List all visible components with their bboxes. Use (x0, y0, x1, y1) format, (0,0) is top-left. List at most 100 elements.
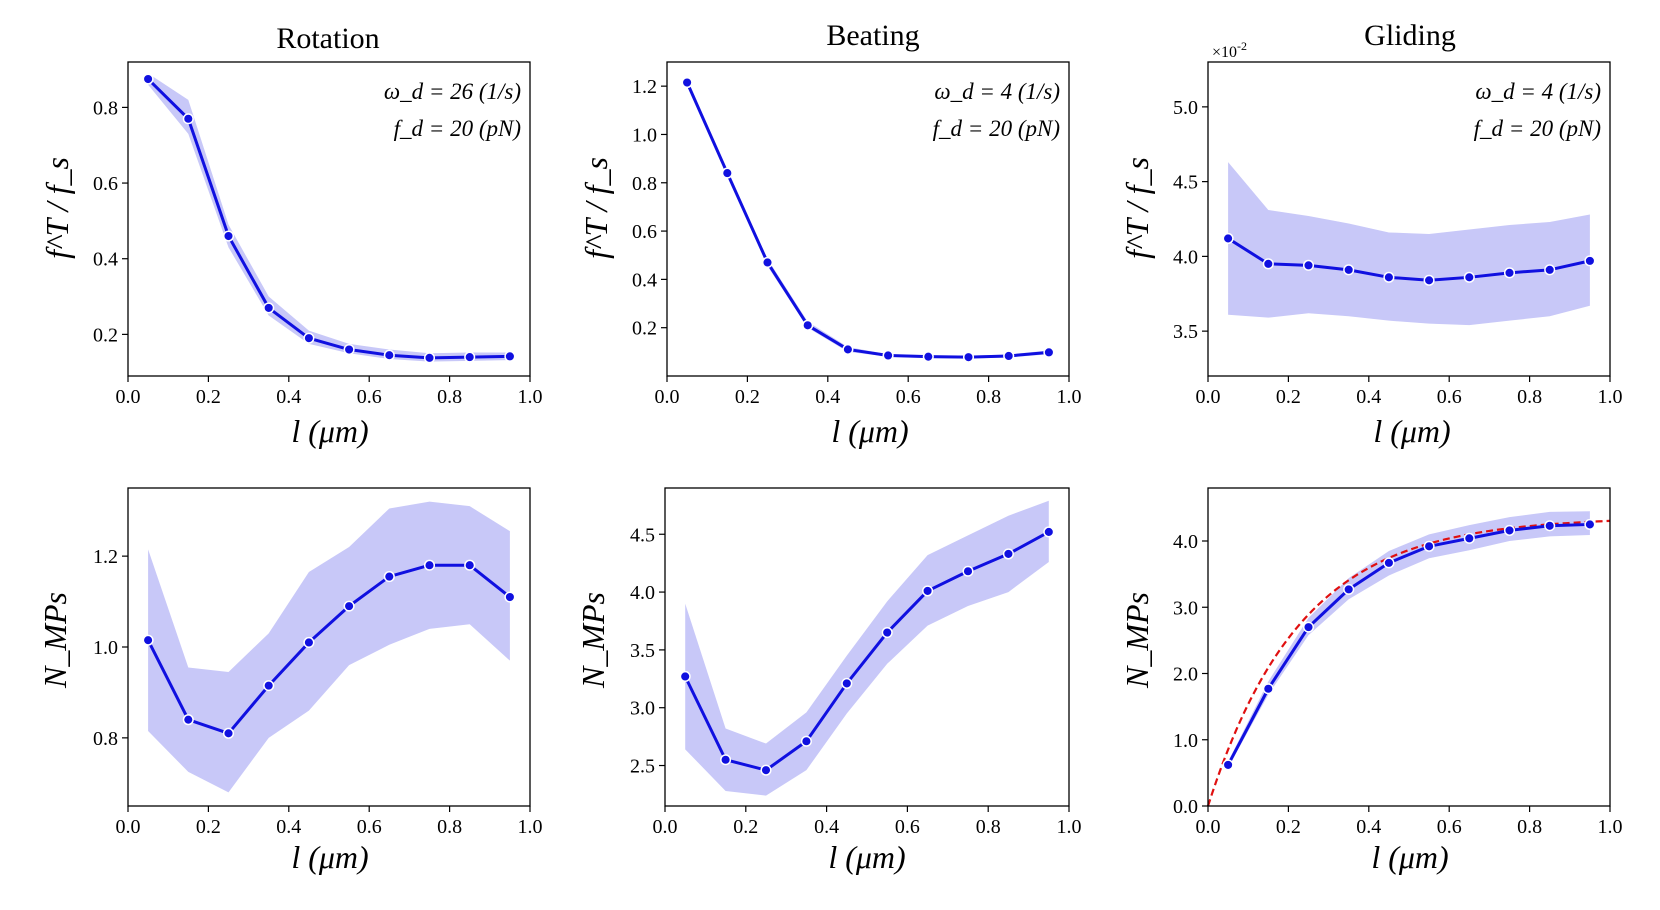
axes-frame (666, 61, 1070, 377)
x-tick-label: 0.6 (357, 386, 382, 408)
x-tick-label: 0.4 (1356, 816, 1381, 838)
data-point (1222, 232, 1234, 244)
y-tick-label: 1.0 (93, 637, 118, 659)
data-point (760, 764, 772, 776)
panel-gliding-nmps: 0.0 0.2 0.4 0.6 0.8 1.0 0.0 1.0 2.0 3.0 4.0 l (μm)… (1119, 487, 1623, 875)
x-tick-label: 0.6 (1437, 386, 1462, 408)
x-tick-label: 0.4 (815, 386, 840, 408)
x-tick-label: 0.2 (1276, 386, 1301, 408)
data-point (182, 714, 194, 726)
data-point (1544, 520, 1556, 532)
data-point (383, 571, 395, 583)
y-axis-label: f^T / f_s (39, 157, 75, 259)
x-tick-label: 0.8 (437, 386, 462, 408)
x-axis-label: l (μm) (1371, 839, 1448, 875)
data-point (1003, 350, 1015, 362)
data-point (142, 73, 154, 85)
confidence-band (1228, 511, 1590, 768)
data-point (922, 585, 934, 597)
data-point (343, 343, 355, 356)
axes-frame (664, 487, 1070, 807)
data-point (1343, 583, 1355, 595)
x-tick-label: 0.4 (276, 816, 301, 838)
data-point (922, 351, 934, 363)
annotation-force: f_d = 20 (pN) (394, 116, 521, 141)
series-line (683, 530, 1050, 772)
x-tick-label: 1.0 (518, 816, 543, 838)
data-point (802, 319, 814, 331)
annotation-omega: ω_d = 4 (1/s) (934, 79, 1060, 104)
axis-multiplier: ×10-2 (1212, 39, 1247, 61)
x-tick-label: 0.8 (1517, 386, 1542, 408)
data-point (842, 343, 854, 355)
data-point (423, 559, 436, 571)
data-point (222, 727, 235, 739)
data-point (1302, 259, 1315, 271)
data-point (263, 680, 275, 692)
data-point (1383, 557, 1395, 569)
x-tick-label: 0.6 (896, 386, 921, 408)
data-point (882, 349, 894, 362)
y-tick-label: 0.2 (93, 324, 118, 346)
x-axis-label: l (μm) (831, 413, 908, 449)
data-point (1584, 255, 1596, 267)
data-point (1584, 518, 1596, 530)
data-point (841, 677, 853, 689)
data-point (504, 350, 516, 362)
y-tick-label: 1.0 (1173, 730, 1198, 752)
y-tick-label: 0.8 (632, 173, 657, 195)
x-tick-label: 0.4 (276, 386, 301, 408)
data-point (1262, 258, 1274, 270)
data-point (1544, 264, 1556, 276)
series-line (1226, 522, 1590, 766)
y-tick-label: 3.0 (630, 698, 655, 720)
y-tick-label: 4.5 (1173, 172, 1198, 194)
y-tick-label: 0.0 (1173, 796, 1198, 818)
data-point (263, 302, 275, 314)
data-point (1423, 274, 1435, 286)
x-tick-label: 0.8 (1517, 816, 1542, 838)
y-tick-label: 0.8 (93, 728, 118, 750)
y-tick-label: 2.5 (630, 756, 655, 778)
y-tick-label: 3.5 (630, 640, 655, 662)
x-tick-label: 0.8 (437, 816, 462, 838)
data-point (1302, 621, 1315, 633)
y-tick-label: 0.4 (632, 269, 657, 291)
x-tick-label: 0.6 (1437, 816, 1462, 838)
data-point (182, 113, 194, 125)
data-point (761, 256, 774, 269)
data-point (303, 636, 315, 649)
data-point (464, 559, 476, 571)
axes-frame (1207, 487, 1611, 807)
y-axis-label: N_MPs (575, 592, 611, 689)
confidence-band (148, 73, 510, 362)
x-tick-label: 0.2 (733, 816, 758, 838)
y-axis-label: f^T / f_s (1119, 157, 1155, 259)
y-tick-label: 2.0 (1173, 664, 1198, 686)
x-tick-label: 0.4 (1356, 386, 1381, 408)
y-tick-label: 0.2 (632, 318, 657, 340)
x-tick-label: 0.2 (196, 386, 221, 408)
confidence-band (148, 501, 510, 793)
x-tick-label: 0.2 (1276, 816, 1301, 838)
data-point (1463, 271, 1475, 283)
data-point (720, 754, 732, 766)
x-tick-label: 0.0 (653, 816, 678, 838)
x-tick-label: 0.0 (116, 386, 141, 408)
x-tick-label: 0.6 (895, 816, 920, 838)
y-tick-label: 4.0 (1173, 246, 1198, 268)
data-point (681, 76, 693, 89)
annotation-force: f_d = 20 (pN) (1474, 116, 1601, 141)
data-point (1043, 526, 1055, 538)
data-point (962, 565, 974, 577)
x-tick-label: 0.0 (116, 816, 141, 838)
x-tick-label: 0.2 (196, 816, 221, 838)
x-tick-label: 0.0 (1196, 386, 1221, 408)
panel-title: Rotation (276, 22, 379, 55)
x-tick-label: 1.0 (518, 386, 543, 408)
plot-area: 0.0 0.2 0.4 0.6 0.8 1.0 0.8 1.0 1.2 (93, 487, 543, 838)
plot-area: 0.0 0.2 0.4 0.6 0.8 1.0 0.2 0.4 0.6 0.8 1.0 1.2 (632, 61, 1082, 408)
series-line (147, 77, 510, 360)
x-tick-label: 0.8 (976, 386, 1001, 408)
